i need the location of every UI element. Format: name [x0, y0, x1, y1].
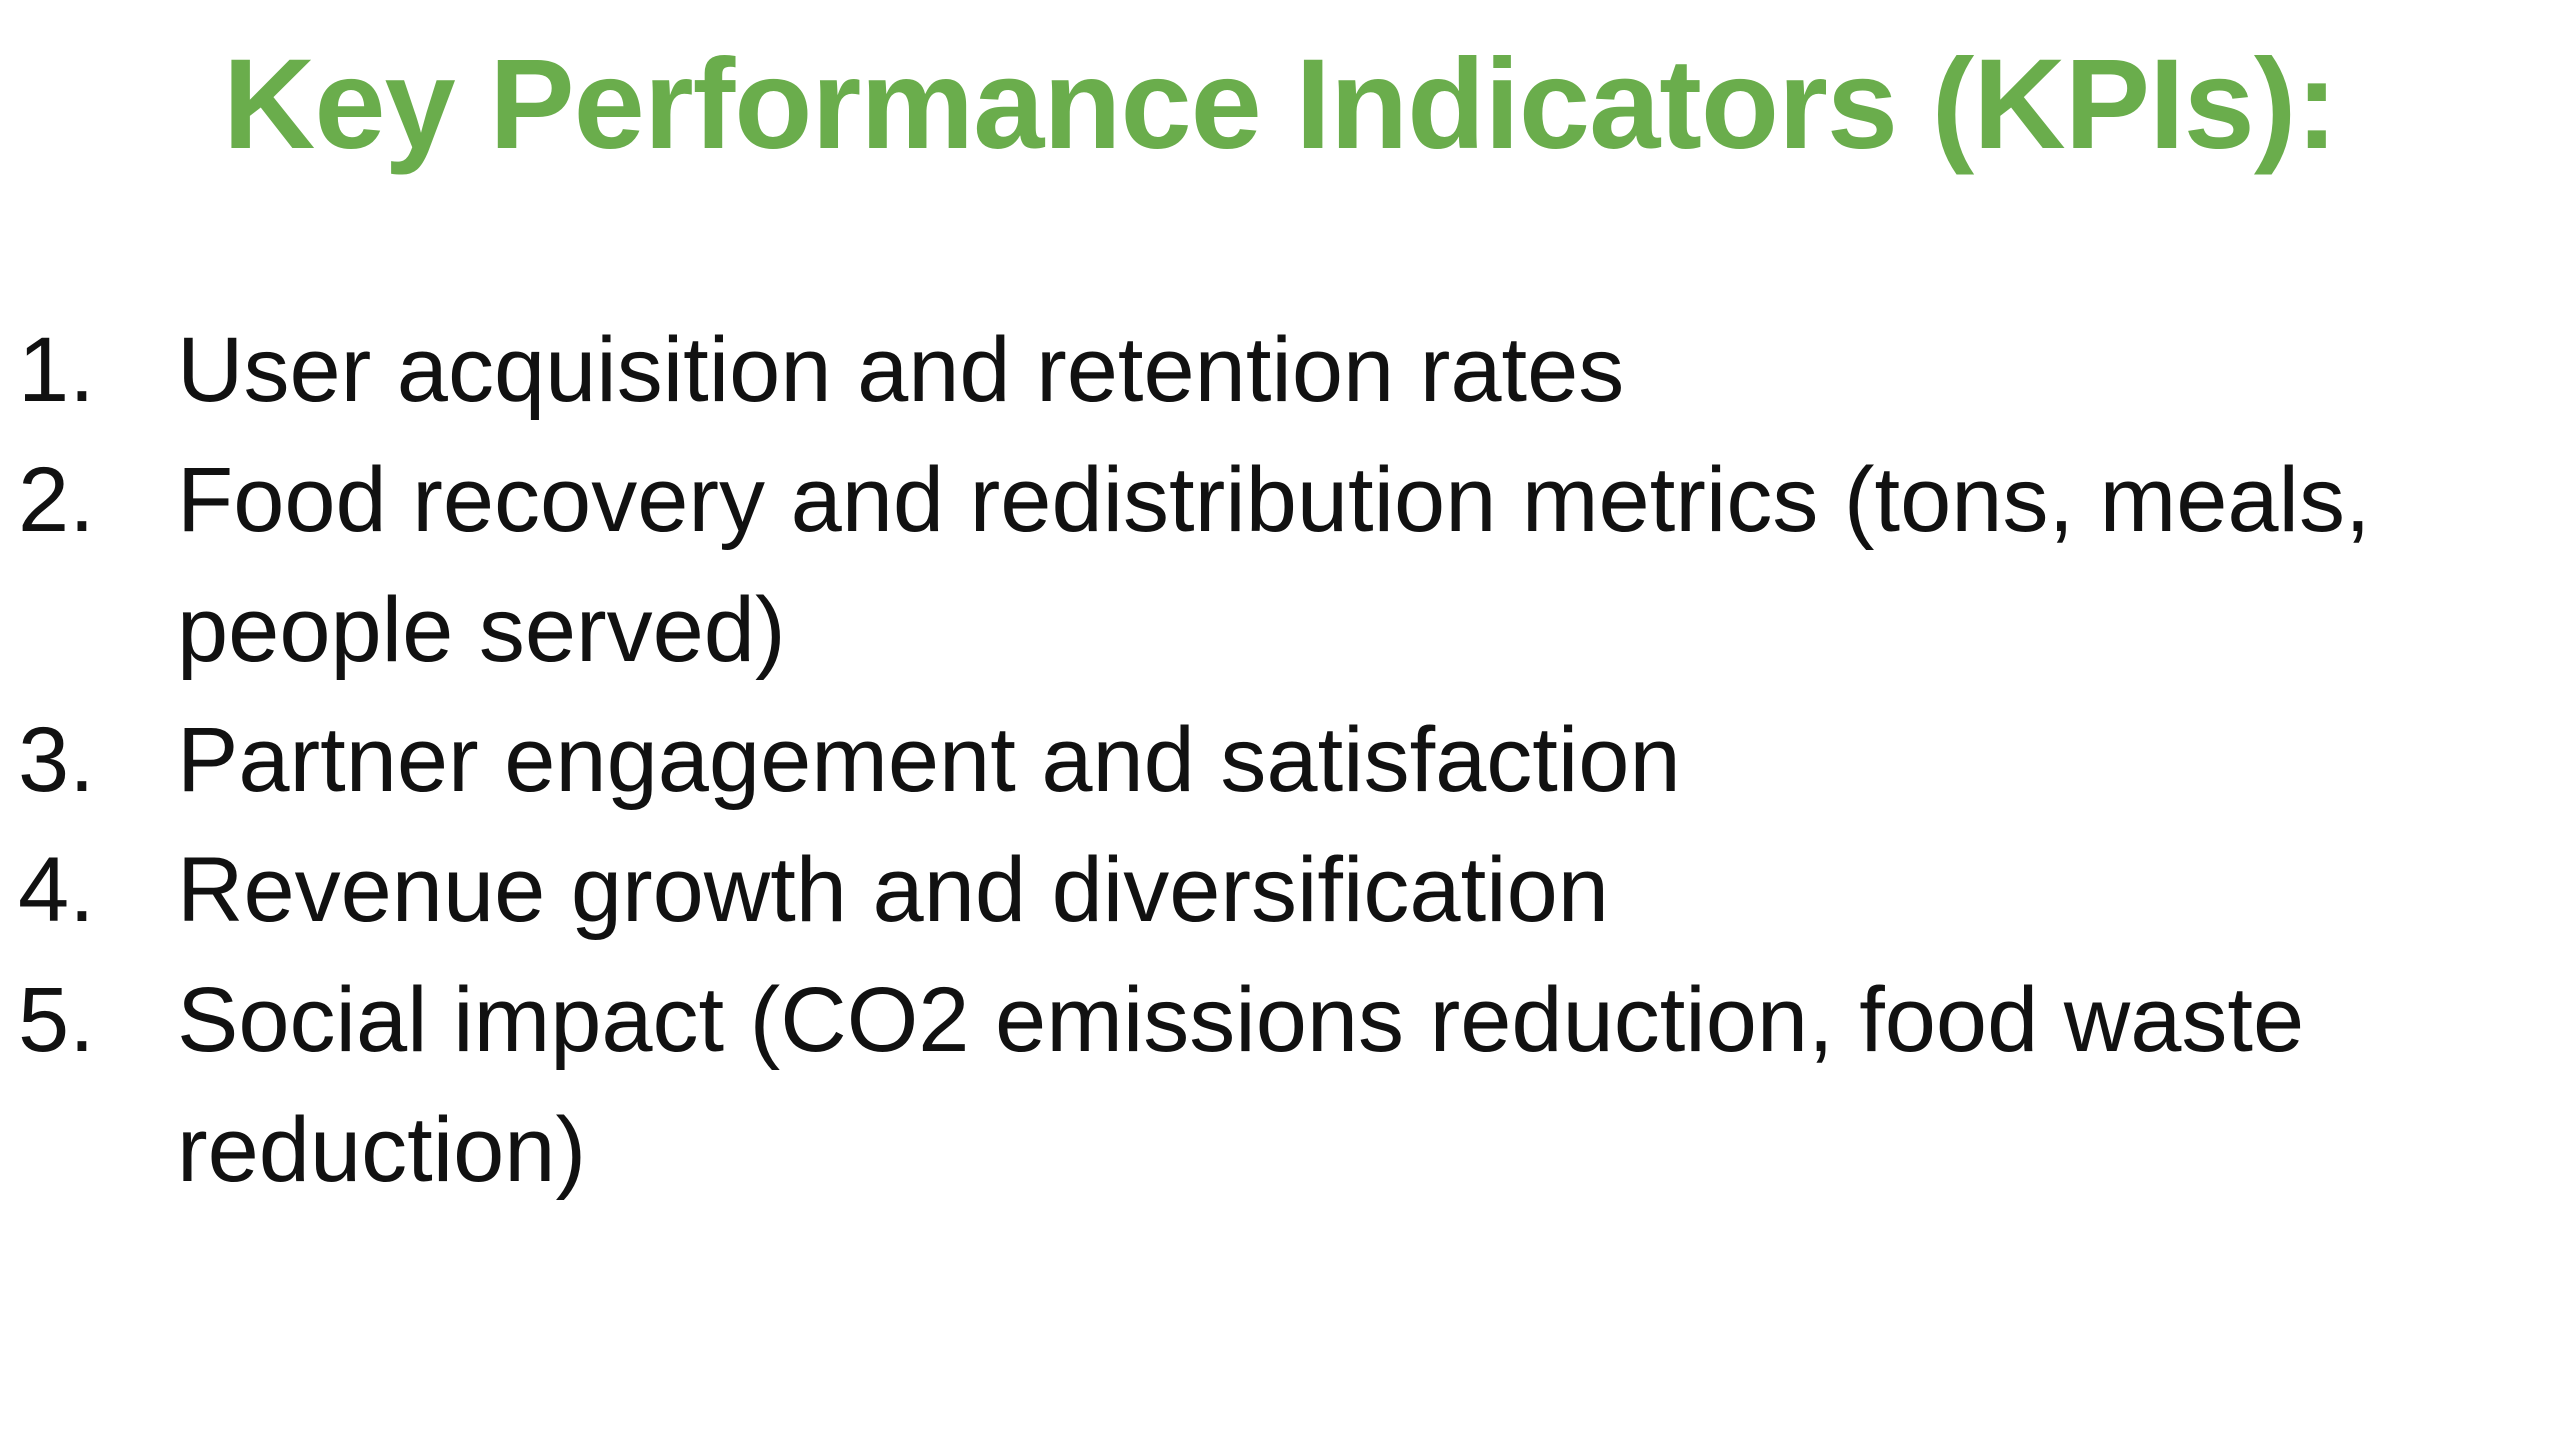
list-item: 4. Revenue growth and diversification	[0, 825, 2560, 955]
list-item: 3. Partner engagement and satisfaction	[0, 695, 2560, 825]
list-item: 2. Food recovery and redistribution metr…	[0, 435, 2560, 695]
list-item-text: Food recovery and redistribution metrics…	[177, 449, 2371, 551]
list-item-text: Revenue growth and diversification	[177, 839, 1609, 941]
list-item-number: 2.	[18, 449, 95, 551]
list-item-text: User acquisition and retention rates	[177, 319, 1625, 421]
list-item-number: 5.	[18, 969, 95, 1071]
kpi-list: 1. User acquisition and retention rates …	[0, 305, 2560, 1215]
list-item-number: 3.	[18, 709, 95, 811]
slide-title: Key Performance Indicators (KPIs):	[222, 33, 2338, 176]
list-item-text: Social impact (CO2 emissions reduction, …	[177, 969, 2305, 1071]
list-item: 5. Social impact (CO2 emissions reductio…	[0, 955, 2560, 1215]
list-item-text-continuation: reduction)	[177, 1099, 587, 1201]
list-item-text-continuation: people served)	[177, 579, 786, 681]
list-item: 1. User acquisition and retention rates	[0, 305, 2560, 435]
list-item-number: 1.	[18, 319, 95, 421]
list-item-number: 4.	[18, 839, 95, 941]
list-item-text: Partner engagement and satisfaction	[177, 709, 1681, 811]
